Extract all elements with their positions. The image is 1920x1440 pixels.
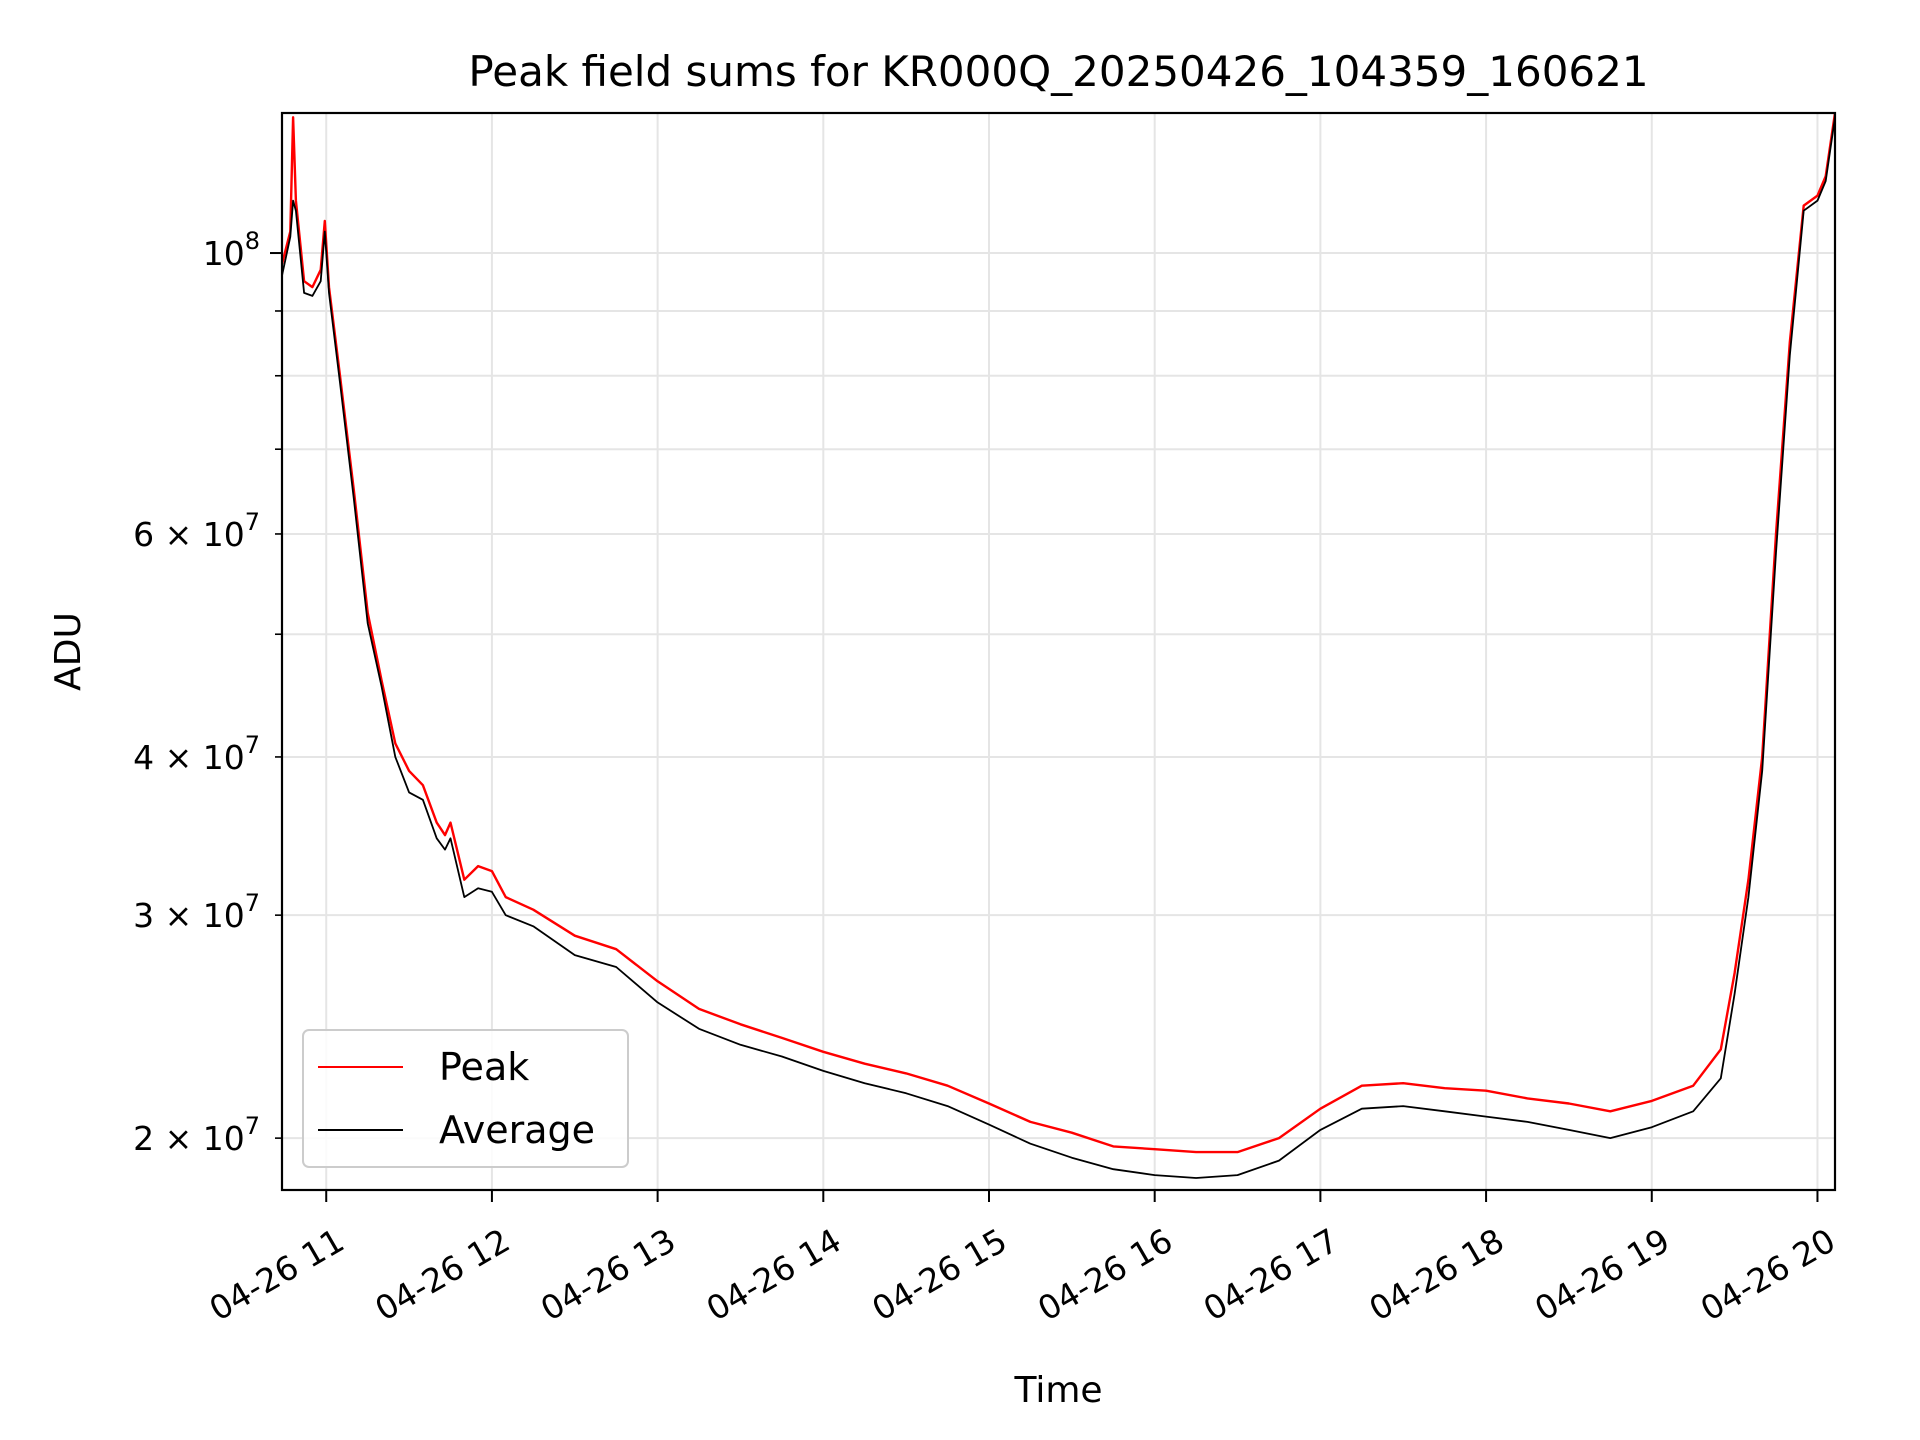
y-tick-exponent: 8 [245,227,260,255]
y-tick-label: 108 [203,227,260,273]
legend-label-average: Average [439,1108,595,1152]
y-tick-mantissa: 6 [133,515,154,554]
plot-frame [280,111,1837,1192]
x-axis-label: Time [1013,1370,1102,1411]
y-tick-exponent: 7 [245,508,260,536]
y-tick-base: 10 [203,738,245,777]
y-tick-base: 10 [203,515,245,554]
chart-title: Peak field sums for KR000Q_20250426_1043… [468,47,1648,96]
y-tick-base: 10 [203,234,245,273]
legend-label-peak: Peak [439,1045,529,1089]
y-tick-label: 2 × 107 [133,1112,260,1158]
y-tick-mantissa: 3 [133,896,154,935]
y-tick-exponent: 7 [245,1112,260,1140]
y-tick-times-sign: × [154,1119,203,1158]
series-layer [282,113,1835,1179]
y-tick-label: 6 × 107 [133,508,260,554]
y-tick-label: 4 × 107 [133,731,260,777]
series-line-peak [282,113,1835,1154]
y-tick-times-sign: × [154,896,203,935]
y-axis-label: ADU [48,612,89,691]
y-tick-times-sign: × [154,738,203,777]
y-tick-exponent: 7 [245,731,260,759]
y-tick-exponent: 7 [245,889,260,917]
legend-box [302,1029,629,1168]
legend: Peak Average [302,1029,629,1168]
y-tick-mantissa: 2 [133,1119,154,1158]
series-line-average [282,117,1835,1179]
y-tick-label: 3 × 107 [133,889,260,935]
y-tick-mantissa: 4 [133,738,154,777]
y-tick-base: 10 [203,896,245,935]
y-tick-times-sign: × [154,515,203,554]
y-tick-base: 10 [203,1119,245,1158]
